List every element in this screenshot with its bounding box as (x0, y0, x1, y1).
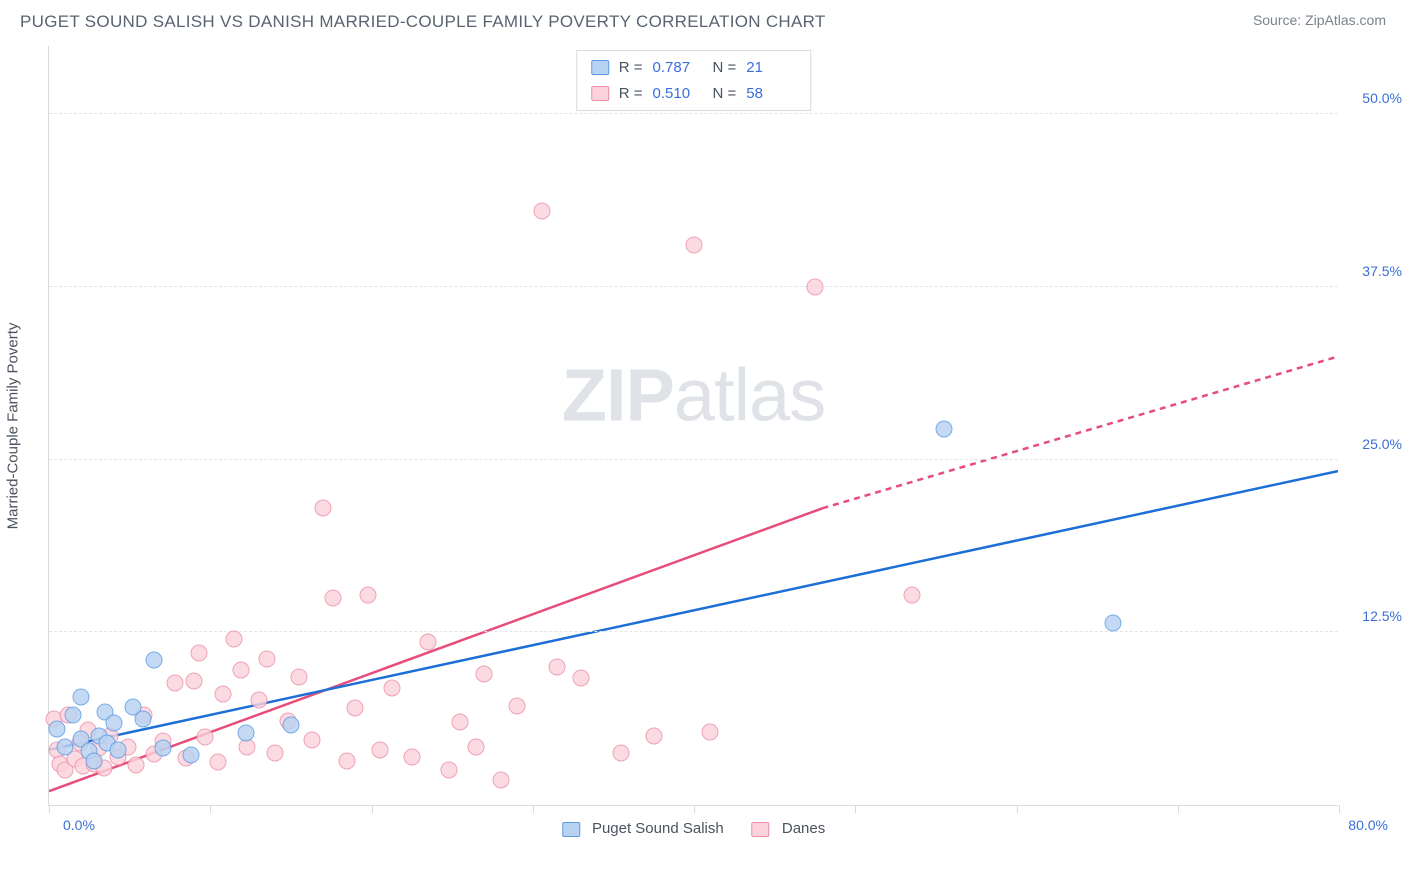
x-tick (210, 805, 211, 813)
legend-stats-row-blue: R = 0.787 N = 21 (591, 55, 797, 81)
data-point-blue (935, 421, 952, 438)
data-point-pink (452, 714, 469, 731)
data-point-blue (282, 716, 299, 733)
x-tick (372, 805, 373, 813)
data-point-pink (384, 679, 401, 696)
data-point-pink (266, 744, 283, 761)
data-point-pink (508, 697, 525, 714)
x-tick (1178, 805, 1179, 813)
data-point-pink (315, 499, 332, 516)
y-axis-title: Married-Couple Family Poverty (5, 322, 22, 529)
data-point-pink (339, 752, 356, 769)
gridline (49, 631, 1338, 632)
data-point-blue (73, 689, 90, 706)
data-point-blue (182, 747, 199, 764)
data-point-pink (371, 741, 388, 758)
watermark: ZIPatlas (562, 353, 825, 438)
data-point-pink (215, 686, 232, 703)
data-point-pink (492, 772, 509, 789)
data-point-pink (468, 738, 485, 755)
x-tick (49, 805, 50, 813)
x-axis-max-label: 80.0% (1348, 817, 1388, 833)
x-tick (694, 805, 695, 813)
data-point-pink (613, 744, 630, 761)
data-point-blue (134, 711, 151, 728)
x-tick (1339, 805, 1340, 813)
legend-item-pink: Danes (752, 820, 826, 837)
data-point-pink (128, 756, 145, 773)
data-point-pink (806, 278, 823, 295)
data-point-pink (440, 762, 457, 779)
chart-container: ZIPatlas R = 0.787 N = 21 R = 0.510 N = … (48, 46, 1388, 828)
data-point-blue (105, 715, 122, 732)
data-point-blue (1105, 614, 1122, 631)
data-point-pink (534, 202, 551, 219)
data-point-pink (226, 631, 243, 648)
data-point-blue (86, 752, 103, 769)
data-point-pink (290, 668, 307, 685)
data-point-pink (360, 586, 377, 603)
legend-stats-row-pink: R = 0.510 N = 58 (591, 81, 797, 107)
data-point-pink (303, 732, 320, 749)
gridline (49, 459, 1338, 460)
data-point-pink (548, 658, 565, 675)
legend-swatch-pink (752, 822, 770, 837)
data-point-blue (49, 721, 66, 738)
gridline (49, 286, 1338, 287)
x-tick (1017, 805, 1018, 813)
gridline (49, 113, 1338, 114)
chart-title: PUGET SOUND SALISH VS DANISH MARRIED-COU… (20, 12, 826, 32)
data-point-pink (186, 672, 203, 689)
data-point-blue (57, 738, 74, 755)
y-tick-label: 12.5% (1362, 608, 1402, 624)
data-point-pink (197, 729, 214, 746)
data-point-pink (232, 661, 249, 678)
data-point-pink (166, 675, 183, 692)
data-point-pink (903, 586, 920, 603)
x-tick (533, 805, 534, 813)
data-point-pink (210, 754, 227, 771)
data-point-blue (110, 741, 127, 758)
data-point-blue (237, 725, 254, 742)
source-label: Source: ZipAtlas.com (1253, 12, 1386, 28)
data-point-pink (347, 700, 364, 717)
data-point-pink (324, 589, 341, 606)
legend-item-blue: Puget Sound Salish (562, 820, 724, 837)
y-tick-label: 50.0% (1362, 90, 1402, 106)
data-point-pink (419, 633, 436, 650)
data-point-blue (145, 651, 162, 668)
data-point-pink (258, 650, 275, 667)
y-tick-label: 37.5% (1362, 263, 1402, 279)
legend-stats: R = 0.787 N = 21 R = 0.510 N = 58 (576, 50, 812, 111)
legend-series: Puget Sound Salish Danes (562, 820, 825, 837)
x-axis-min-label: 0.0% (63, 817, 95, 833)
trend-lines (49, 46, 1338, 805)
data-point-pink (686, 237, 703, 254)
data-point-pink (403, 748, 420, 765)
legend-swatch-pink (591, 86, 609, 101)
x-tick (855, 805, 856, 813)
legend-swatch-blue (591, 60, 609, 75)
plot-area: ZIPatlas R = 0.787 N = 21 R = 0.510 N = … (48, 46, 1338, 806)
data-point-pink (190, 645, 207, 662)
data-point-blue (155, 740, 172, 757)
y-tick-label: 25.0% (1362, 436, 1402, 452)
data-point-blue (65, 707, 82, 724)
legend-swatch-blue (562, 822, 580, 837)
data-point-pink (645, 727, 662, 744)
data-point-pink (476, 665, 493, 682)
data-point-pink (702, 723, 719, 740)
data-point-pink (250, 691, 267, 708)
data-point-pink (573, 669, 590, 686)
